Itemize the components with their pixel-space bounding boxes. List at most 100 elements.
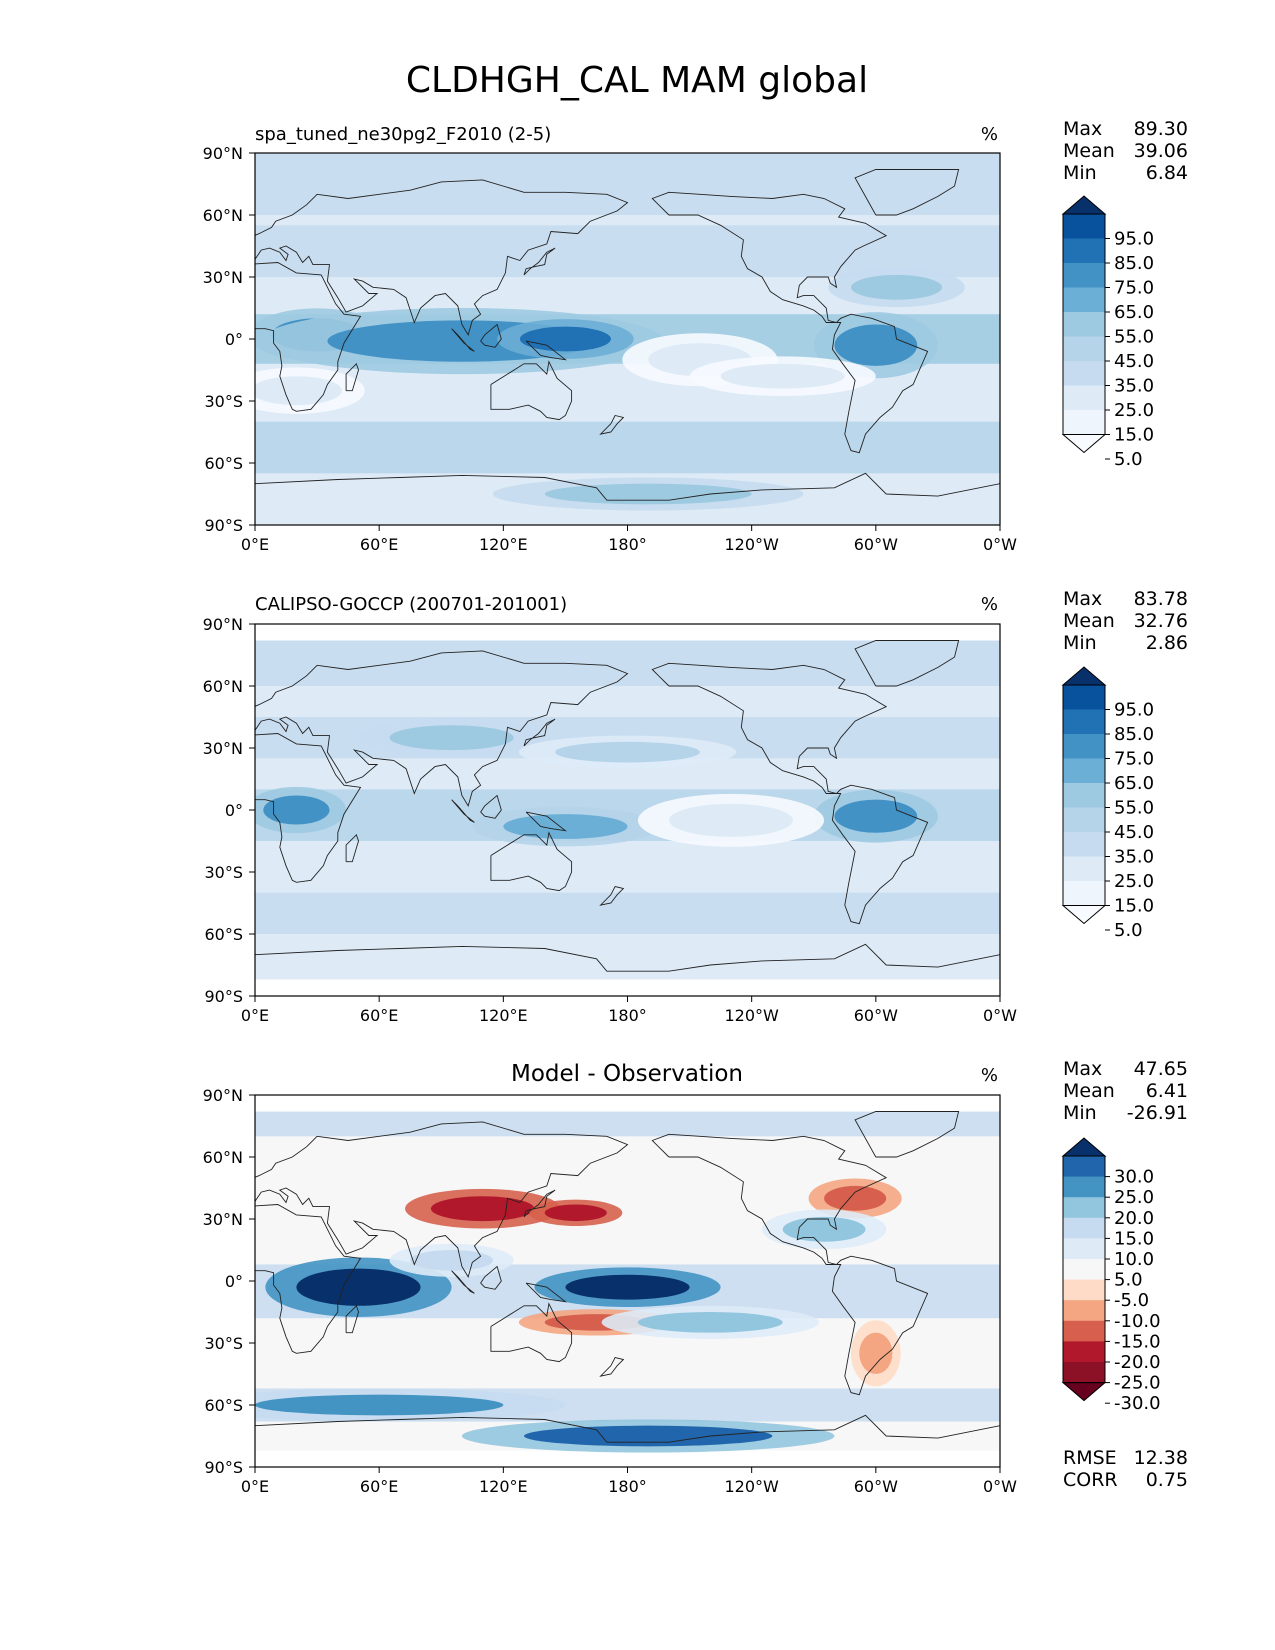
field-contour: [782, 1216, 866, 1242]
y-tick-label: 60°S: [204, 1396, 243, 1415]
coastline: [490, 360, 573, 421]
colorbar-tick-label: 15.0: [1114, 1228, 1154, 1249]
x-tick-label: 60°W: [854, 535, 898, 554]
colorbar-extend-max: [1061, 195, 1107, 215]
x-tick-label: 0°W: [983, 1006, 1017, 1025]
panel-units: %: [981, 1065, 998, 1086]
y-tick-label: 30°N: [203, 268, 243, 287]
colorbar-frame: [1062, 1155, 1106, 1384]
coastline: [854, 169, 960, 216]
colorbar-swatch: [1063, 238, 1105, 264]
panel-model: spa_tuned_ne30pg2_F2010 (2-5) % Max 89.3…: [203, 118, 1188, 554]
colorbar-tick-label: -5.0: [1114, 1290, 1149, 1311]
field-contour: [834, 324, 918, 366]
coastline: [480, 794, 502, 819]
colorbar-tick-label: 15.0: [1114, 425, 1154, 446]
colorbar-extend-max: [1061, 1137, 1107, 1157]
coastline: [480, 1265, 502, 1290]
map-area: 0°E 60°E 120°E 180° 120°W 60°W 0°W 90°N 60°N 30°N…: [203, 144, 1018, 554]
colorbar-tick-label: 55.0: [1114, 327, 1154, 348]
panel-difference: Model - Observation % Max 47.65 Mean 6.4…: [203, 1058, 1188, 1496]
colorbar-tick-label: 10.0: [1114, 1249, 1154, 1270]
colorbar-tick-label: 5.0: [1114, 449, 1143, 470]
stat-label: Max: [1063, 588, 1102, 610]
stat-value: 0.75: [1146, 1469, 1188, 1491]
colorbar-swatch: [1063, 1197, 1105, 1219]
x-tick-label: 60°W: [854, 1006, 898, 1025]
colorbar-swatch: [1063, 1320, 1105, 1342]
colorbar: 95.0 85.0 75.0 65.0 55.0 45.0 35.0 25.0 15.0 5.0: [1061, 195, 1154, 470]
y-tick-label: 0°: [225, 330, 243, 349]
colorbar-tick-label: 95.0: [1114, 700, 1154, 721]
field-contour: [296, 1268, 421, 1306]
x-tick-label: 0°E: [241, 1477, 269, 1496]
y-tick-label: 90°S: [204, 987, 243, 1006]
colorbar-tick-label: 75.0: [1114, 749, 1154, 770]
colorbar-extend-min: [1061, 434, 1107, 454]
colorbar-tick-label: 30.0: [1114, 1167, 1154, 1188]
coastline: [599, 1356, 625, 1377]
stat-value: 12.38: [1134, 1447, 1188, 1469]
x-tick-label: 120°W: [724, 1477, 779, 1496]
colorbar-swatch: [1063, 312, 1105, 337]
stat-label: Mean: [1063, 610, 1115, 632]
coastline: [525, 811, 568, 832]
y-tick-label: 60°S: [204, 454, 243, 473]
x-tick-label: 180°: [608, 535, 647, 554]
stat-label: Min: [1063, 632, 1097, 654]
panel-title: CALIPSO-GOCCP (200701-201001): [255, 594, 567, 615]
stat-value: 39.06: [1134, 140, 1188, 162]
colorbar-swatch: [1063, 1259, 1105, 1281]
colorbar-swatch: [1063, 783, 1105, 808]
x-tick-label: 60°E: [360, 1477, 398, 1496]
field-contour: [555, 741, 700, 763]
stat-label: Mean: [1063, 140, 1115, 162]
x-tick-label: 0°E: [241, 535, 269, 554]
x-tick-label: 120°W: [724, 535, 779, 554]
coastline: [255, 472, 1000, 501]
colorbar-frame: [1062, 213, 1106, 435]
colorbar-tick-label: 45.0: [1114, 822, 1154, 843]
stat-value: -26.91: [1127, 1102, 1188, 1124]
coastline: [255, 1414, 1000, 1443]
y-tick-label: 60°N: [203, 1148, 243, 1167]
colorbar-swatch: [1063, 1217, 1105, 1239]
colorbar-swatch: [1063, 832, 1105, 857]
field-contour: [824, 1185, 887, 1211]
coastline: [523, 1189, 556, 1218]
colorbar-swatch: [1063, 410, 1105, 435]
x-tick-label: 60°W: [854, 1477, 898, 1496]
y-tick-label: 30°S: [204, 863, 243, 882]
y-tick-label: 90°S: [204, 516, 243, 535]
x-tick-label: 0°W: [983, 1477, 1017, 1496]
coastline: [451, 328, 475, 352]
field-contour: [544, 1204, 607, 1222]
field-contour: [263, 795, 330, 825]
coastline: [854, 1111, 960, 1158]
field-band: [255, 1111, 1000, 1137]
colorbar-swatch: [1063, 709, 1105, 735]
coastline: [651, 662, 929, 925]
colorbar-tick-label: 5.0: [1114, 920, 1143, 941]
colorbar-swatch: [1063, 1341, 1105, 1363]
coastline: [255, 733, 362, 883]
colorbar-swatch: [1063, 1362, 1105, 1384]
colorbar-tick-label: 15.0: [1114, 896, 1154, 917]
error-stats: RMSE 12.38 CORR 0.75: [1063, 1447, 1188, 1491]
colorbar-swatch: [1063, 287, 1105, 313]
figure-title: CLDHGH_CAL MAM global: [406, 60, 868, 101]
stat-label: Max: [1063, 1058, 1102, 1080]
y-tick-label: 0°: [225, 1272, 243, 1291]
colorbar-swatch: [1063, 385, 1105, 411]
colorbar-tick-label: 85.0: [1114, 724, 1154, 745]
field-contour: [255, 376, 342, 406]
map-area: 0°E 60°E 120°E 180° 120°W 60°W 0°W 90°N 60°N 30°N…: [203, 1086, 1018, 1496]
field-band: [255, 421, 1000, 474]
colorbar-tick-label: -25.0: [1114, 1373, 1161, 1394]
y-tick-label: 60°N: [203, 206, 243, 225]
y-tick-label: 90°N: [203, 144, 243, 163]
stat-value: 83.78: [1134, 588, 1188, 610]
coastline: [854, 640, 960, 687]
stat-value: 47.65: [1134, 1058, 1188, 1080]
stat-value: 6.41: [1146, 1080, 1188, 1102]
